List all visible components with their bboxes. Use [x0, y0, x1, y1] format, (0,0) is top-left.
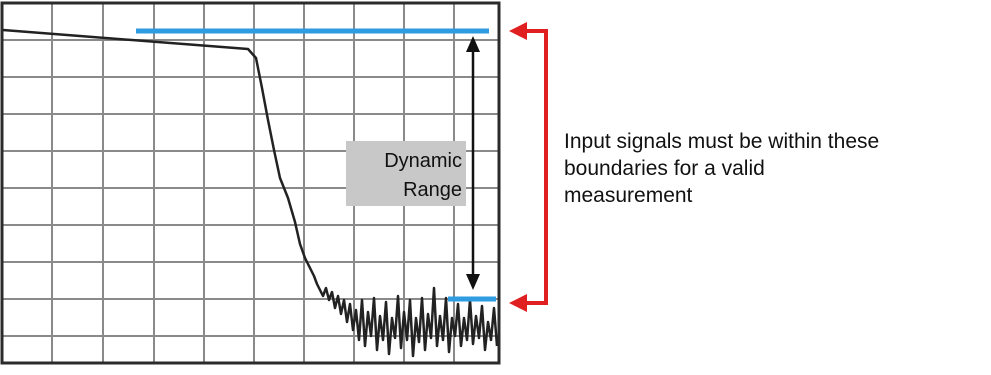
dynamic-range-label-line2: Range: [403, 179, 462, 201]
boundary-note-line: Input signals must be within these: [564, 130, 880, 153]
boundary-note: Input signals must be within these bound…: [564, 128, 984, 209]
dynamic-range-arrow: [466, 36, 480, 290]
grid: [3, 4, 499, 362]
dynamic-range-label-box: [346, 141, 466, 206]
plot-frame: [0, 1, 501, 365]
dynamic-range-label-line1: Dynamic: [384, 150, 462, 172]
boundary-note-line: boundaries for a valid: [564, 157, 765, 180]
signal-trace: [2, 28, 499, 358]
boundary-note-line: measurement: [564, 184, 693, 207]
boundary-bracket: [509, 22, 548, 312]
